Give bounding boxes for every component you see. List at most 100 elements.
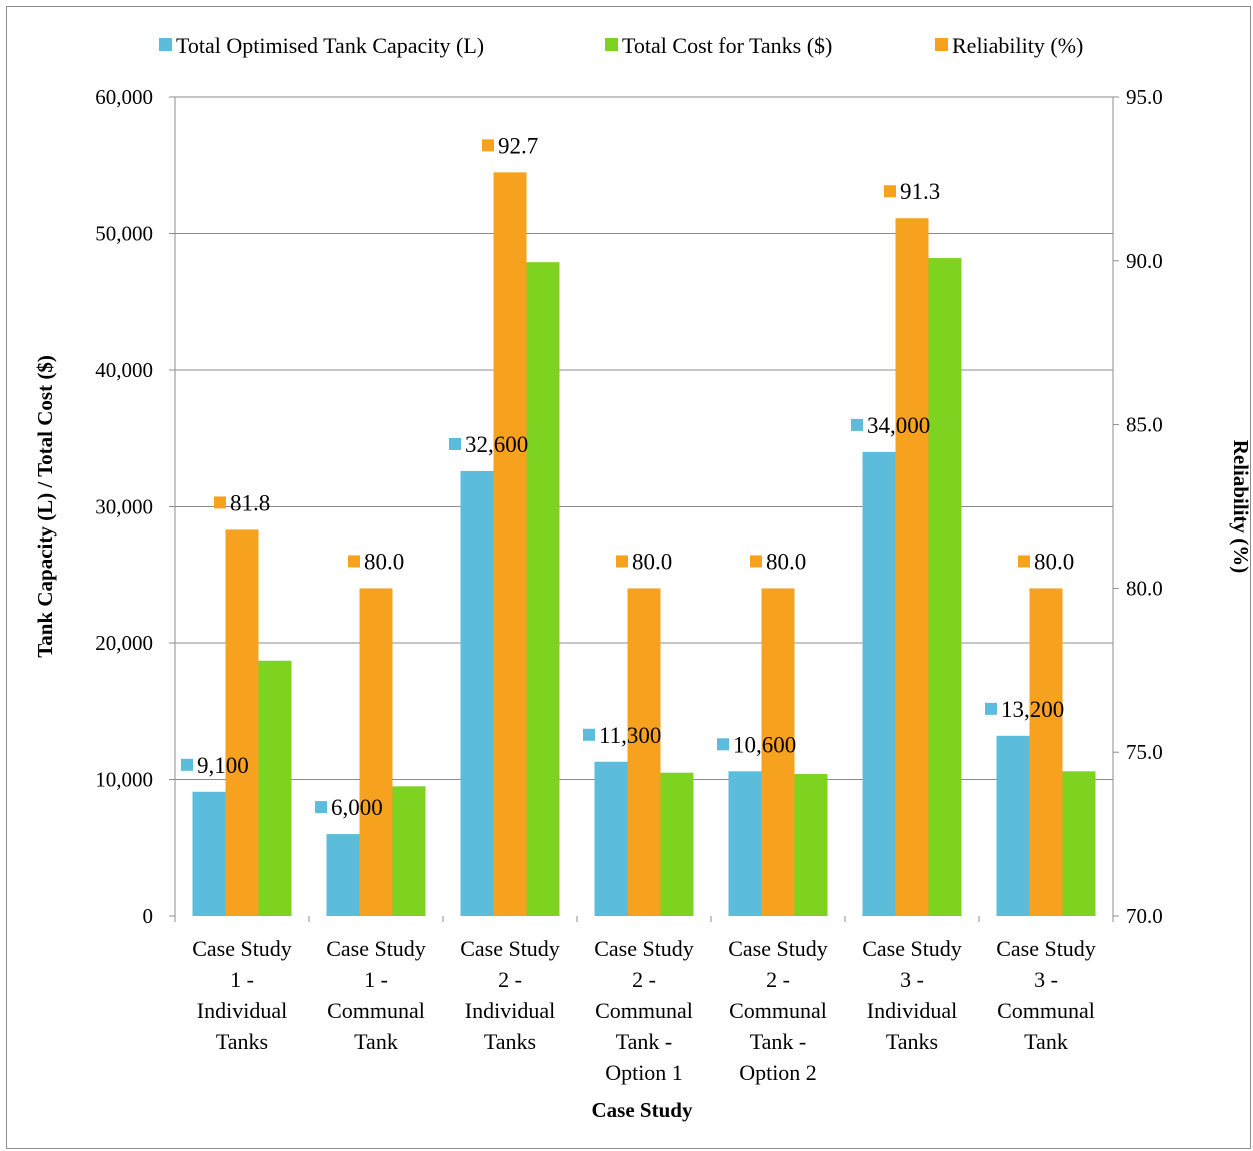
x-tick-label: Case Study — [728, 936, 828, 961]
data-label-marker — [315, 801, 327, 814]
data-label: 6,000 — [331, 795, 383, 820]
bar-total-cost — [794, 774, 828, 916]
bar-tank-capacity — [192, 791, 226, 916]
y-tick-label-left: 50,000 — [95, 222, 153, 246]
x-tick-label: Tank — [354, 1029, 398, 1054]
y-tick-label-right: 95.0 — [1126, 85, 1163, 109]
data-label-marker — [884, 185, 896, 198]
x-tick-label: Tank - — [616, 1029, 673, 1054]
x-tick-label: Communal — [595, 998, 693, 1023]
x-tick-label: 1 - — [230, 967, 254, 992]
x-tick-label: 3 - — [1034, 967, 1058, 992]
x-tick-label: Tanks — [484, 1029, 536, 1054]
x-tick-label: Case Study — [594, 936, 694, 961]
data-label: 34,000 — [867, 413, 930, 438]
x-tick-label: Tank — [1024, 1029, 1068, 1054]
bar-tank-capacity — [996, 735, 1030, 916]
x-tick-label: Individual — [465, 998, 555, 1023]
data-label: 11,300 — [599, 723, 661, 748]
x-tick-label: Case Study — [862, 936, 962, 961]
x-axis-title: Case Study — [592, 1098, 693, 1122]
data-label-marker — [851, 418, 863, 431]
y-tick-label-left: 60,000 — [95, 85, 153, 109]
bar-total-cost — [660, 772, 694, 916]
data-label-marker — [348, 555, 360, 568]
data-label: 80.0 — [364, 549, 404, 574]
data-label: 80.0 — [766, 549, 806, 574]
bar-tank-capacity — [728, 771, 762, 916]
data-label-marker — [1018, 555, 1030, 568]
data-label: 81.8 — [230, 490, 270, 515]
data-label-marker — [717, 738, 729, 751]
bar-total-cost — [1062, 771, 1096, 916]
bar-reliability — [225, 529, 259, 916]
x-tick-label: Case Study — [460, 936, 560, 961]
x-tick-label: Option 1 — [605, 1060, 683, 1085]
x-tick-label: Case Study — [326, 936, 426, 961]
y-tick-label-left: 30,000 — [95, 495, 153, 519]
legend-swatch — [935, 38, 948, 51]
y-tick-label-left: 0 — [143, 904, 154, 928]
y-tick-label-right: 85.0 — [1126, 413, 1163, 437]
data-label-marker — [583, 728, 595, 741]
x-tick-label: Communal — [327, 998, 425, 1023]
x-tick-label: Option 2 — [739, 1060, 817, 1085]
x-tick-label: Communal — [729, 998, 827, 1023]
bar-tank-capacity — [862, 451, 896, 916]
bar-tank-capacity — [460, 471, 494, 916]
data-label-marker — [616, 555, 628, 568]
x-tick-label: Individual — [197, 998, 287, 1023]
x-tick-label: 1 - — [364, 967, 388, 992]
y-tick-label-left: 40,000 — [95, 358, 153, 382]
bar-reliability — [895, 218, 929, 916]
legend-label: Total Cost for Tanks ($) — [622, 33, 832, 58]
data-label: 13,200 — [1001, 697, 1064, 722]
y-tick-label-right: 70.0 — [1126, 904, 1163, 928]
bar-reliability — [761, 588, 795, 916]
data-label: 10,600 — [733, 732, 796, 757]
data-label: 91.3 — [900, 179, 940, 204]
bar-tank-capacity — [326, 834, 360, 916]
bar-reliability — [1029, 588, 1063, 916]
bar-total-cost — [258, 660, 292, 916]
data-label: 80.0 — [1034, 549, 1074, 574]
x-tick-label: Individual — [867, 998, 957, 1023]
chart-frame — [6, 6, 1251, 1149]
y-tick-label-left: 10,000 — [95, 768, 153, 792]
x-tick-label: Tanks — [216, 1029, 268, 1054]
x-tick-label: Case Study — [996, 936, 1096, 961]
x-tick-label: Tank - — [750, 1029, 807, 1054]
x-tick-label: 3 - — [900, 967, 924, 992]
data-label-marker — [750, 555, 762, 568]
x-tick-label: 2 - — [632, 967, 656, 992]
bar-reliability — [493, 172, 527, 916]
bar-total-cost — [392, 786, 426, 916]
y-tick-label-right: 80.0 — [1126, 576, 1163, 600]
data-label-marker — [214, 496, 226, 509]
x-tick-label: Communal — [997, 998, 1095, 1023]
bar-reliability — [627, 588, 661, 916]
bar-total-cost — [526, 262, 560, 916]
data-label-marker — [482, 139, 494, 152]
bar-tank-capacity — [594, 761, 628, 916]
data-label: 80.0 — [632, 549, 672, 574]
legend-swatch — [159, 38, 172, 51]
x-tick-label: Case Study — [192, 936, 292, 961]
y-tick-label-left: 20,000 — [95, 631, 153, 655]
bar-total-cost — [928, 258, 962, 916]
data-label-marker — [449, 438, 461, 451]
x-tick-label: Tanks — [886, 1029, 938, 1054]
legend-label: Total Optimised Tank Capacity (L) — [176, 33, 484, 58]
y-tick-label-right: 75.0 — [1126, 740, 1163, 764]
legend-label: Reliability (%) — [952, 33, 1083, 58]
data-label-marker — [985, 702, 997, 715]
y-axis-title-left: Tank Capacity (L) / Total Cost ($) — [33, 355, 57, 658]
data-label: 32,600 — [465, 432, 528, 457]
x-tick-label: 2 - — [498, 967, 522, 992]
bar-reliability — [359, 588, 393, 916]
y-tick-label-right: 90.0 — [1126, 249, 1163, 273]
data-label: 92.7 — [498, 133, 538, 158]
data-label-marker — [181, 758, 193, 771]
legend-swatch — [605, 38, 618, 51]
